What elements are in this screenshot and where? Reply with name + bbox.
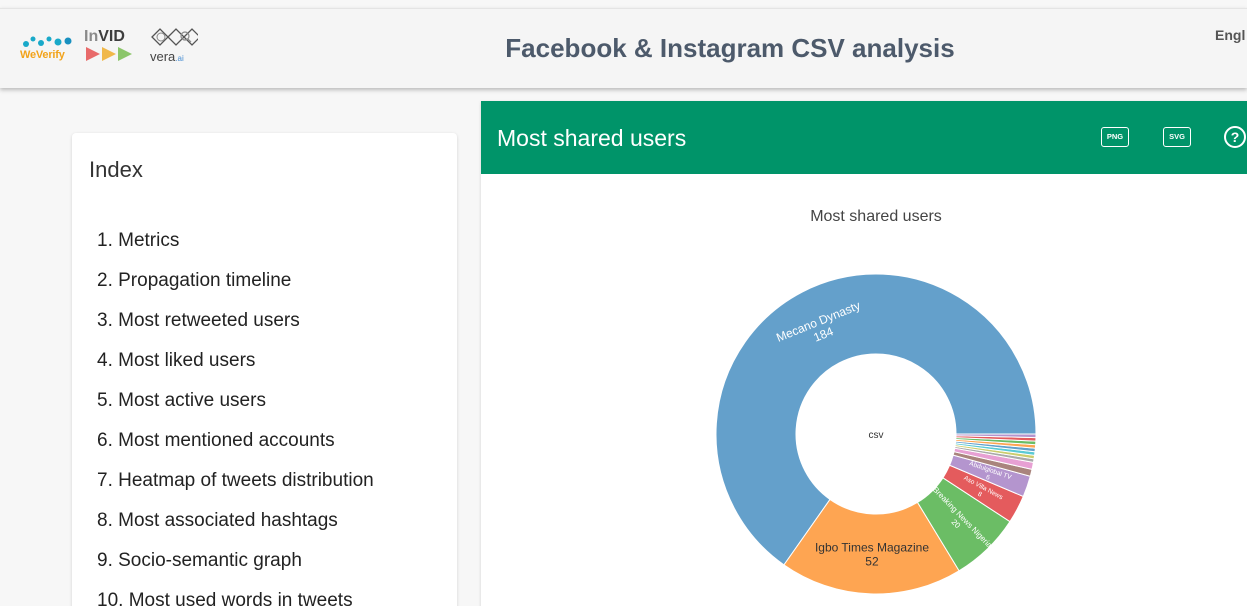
help-icon[interactable]: ? [1224, 126, 1246, 148]
donut-center-label: csv [869, 430, 884, 441]
invid-play-arrows-icon [86, 47, 132, 61]
index-item-heatmap[interactable]: 7. Heatmap of tweets distribution [97, 470, 374, 491]
weverify-logo[interactable]: WeVerify [20, 33, 72, 63]
chart-title: Most shared users [810, 208, 942, 225]
index-item-most-mentioned-accounts[interactable]: 6. Most mentioned accounts [97, 430, 335, 451]
donut-slice[interactable] [715, 273, 1037, 566]
index-item-most-associated-hashtags[interactable]: 8. Most associated hashtags [97, 510, 338, 531]
download-png-button[interactable]: PNG [1101, 127, 1129, 147]
index-item-propagation-timeline[interactable]: 2. Propagation timeline [97, 270, 292, 291]
language-selector[interactable]: Engl [1215, 27, 1246, 43]
vera-wordmark: vera.ai [150, 49, 184, 64]
vera-ai-logo[interactable]: vera.ai [148, 25, 200, 69]
invid-logo[interactable]: InVID [84, 28, 136, 61]
index-item-most-used-words[interactable]: 10. Most used words in tweets [97, 590, 353, 606]
index-item-most-liked-users[interactable]: 4. Most liked users [97, 350, 256, 371]
panel-header: Most shared users PNG SVG ? [481, 101, 1247, 174]
donut-slice[interactable] [783, 498, 960, 595]
index-item-socio-semantic-graph[interactable]: 9. Socio-semantic graph [97, 550, 302, 571]
index-item-metrics[interactable]: 1. Metrics [97, 230, 180, 251]
invid-wordmark: InVID [84, 28, 125, 45]
index-card: Index 1. Metrics 2. Propagation timeline… [72, 133, 457, 606]
index-title: Index [89, 157, 143, 182]
most-shared-users-panel: Most shared users PNG SVG ? Most shared … [481, 101, 1247, 606]
index-list: 1. Metrics 2. Propagation timeline 3. Mo… [97, 230, 374, 606]
download-svg-button[interactable]: SVG [1163, 127, 1191, 147]
weverify-dots-icon [23, 36, 72, 47]
weverify-wordmark: WeVerify [20, 49, 65, 61]
vera-brain-magnifier-icon [151, 28, 198, 46]
index-item-most-active-users[interactable]: 5. Most active users [97, 390, 266, 411]
donut-slice[interactable] [955, 433, 1037, 439]
slice-label: Igbo Times Magazine 52 [815, 541, 929, 569]
panel-title: Most shared users [497, 125, 687, 151]
index-item-most-retweeted-users[interactable]: 3. Most retweeted users [97, 310, 300, 331]
page-title: Facebook & Instagram CSV analysis [505, 33, 955, 63]
top-app-bar: WeVerify InVID vera.ai Facebook & Instag… [0, 8, 1247, 88]
